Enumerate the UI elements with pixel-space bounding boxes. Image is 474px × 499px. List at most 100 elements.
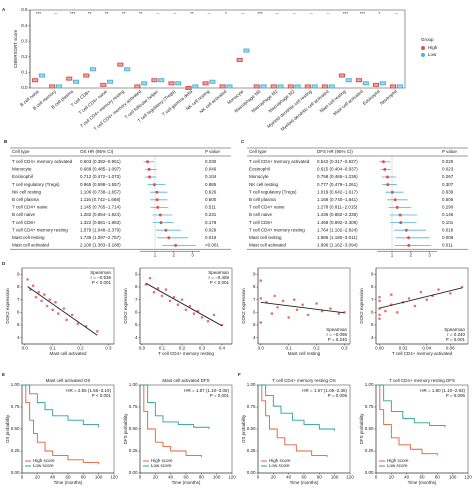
point xyxy=(192,312,196,315)
x-tick-label: 80 xyxy=(81,475,87,480)
group-box xyxy=(362,81,369,86)
x-tick-label: 100 xyxy=(95,475,103,480)
hr-point xyxy=(159,221,163,225)
p-value: <0.001 xyxy=(205,243,219,248)
y-tick-label: 0.75 xyxy=(365,404,374,409)
header: Cell type xyxy=(249,149,267,154)
significance-label: -- xyxy=(276,11,279,16)
legend-label: High score xyxy=(151,458,173,463)
cell-type: B cell naive xyxy=(12,212,36,217)
cell-type: T cell CD4+ memory resting xyxy=(12,227,68,232)
x-tick-label: 2 xyxy=(172,252,175,257)
group-box xyxy=(72,79,80,84)
survival-curve xyxy=(140,384,210,429)
significance-label: -- xyxy=(310,11,313,16)
point xyxy=(259,279,263,282)
hr-label: 1.282 (0.854−1.924) xyxy=(80,212,121,217)
point xyxy=(168,299,172,303)
x-tick-label: 0 xyxy=(21,475,24,480)
y-tick-label: 7 xyxy=(371,297,374,302)
y-tick-label: 0.25 xyxy=(129,448,138,453)
x-tick-label: 3 xyxy=(428,252,431,257)
p-value: 0.025 xyxy=(442,159,454,164)
x-tick-label: 0.3 xyxy=(199,346,206,351)
hr-label: 0.615 (0.404−0.937) xyxy=(317,167,358,172)
p-value: 0.290 xyxy=(442,205,454,210)
x-tick-label: 0.1 xyxy=(159,346,166,351)
x-axis-label: T cell CD4+ memory resting xyxy=(158,351,214,356)
annotation: P = 0.005 xyxy=(328,393,348,398)
y-axis-label: DOK2 expression xyxy=(241,288,246,324)
cell-type: B cell naive xyxy=(249,212,273,217)
x-tick-label: 60 xyxy=(183,475,189,480)
x-axis-label: Time (months) xyxy=(54,480,83,485)
legend-label: High xyxy=(428,45,438,50)
group-box xyxy=(202,81,209,86)
group-box xyxy=(390,84,397,89)
point xyxy=(43,293,46,296)
y-axis-label: CIBERSORT score xyxy=(13,29,18,68)
p-value: 0.146 xyxy=(442,212,454,217)
point xyxy=(156,286,160,290)
point xyxy=(160,294,164,298)
group-box xyxy=(134,84,141,89)
point xyxy=(259,297,263,300)
y-tick-label: 0.00 xyxy=(365,470,374,475)
group-box xyxy=(294,84,301,89)
point xyxy=(384,309,387,313)
x-tick-label: 0 xyxy=(139,475,142,480)
y-tick-label: 1.00 xyxy=(11,382,20,387)
group-box xyxy=(379,81,386,86)
point xyxy=(276,305,279,309)
point xyxy=(40,299,43,303)
cell-type: Monocyte xyxy=(12,167,32,172)
chart-title: Mast cell activated OS xyxy=(46,378,91,383)
point xyxy=(337,312,341,315)
x-tick-label: 0.4 xyxy=(219,346,226,351)
y-tick-label: 0.50 xyxy=(365,426,374,431)
group-box xyxy=(338,73,345,78)
hr-label: 1.764 (1.102−2.824) xyxy=(317,227,358,232)
trend-line xyxy=(145,282,223,327)
p-value: 0.019 xyxy=(205,235,217,240)
hr-point xyxy=(147,167,151,171)
group-box xyxy=(260,84,267,89)
significance-label: -- xyxy=(327,11,330,16)
y-tick-label: 4 xyxy=(371,335,374,340)
x-tick-label: 0.00 xyxy=(375,346,384,351)
panel-letter: F xyxy=(238,372,241,377)
annotation: r = −0.459 xyxy=(208,275,229,280)
point xyxy=(425,298,429,301)
x-tick-label: 2 xyxy=(409,252,412,257)
point xyxy=(164,288,168,291)
group-box xyxy=(396,84,403,89)
group-box xyxy=(124,67,131,72)
legend-label: Low score xyxy=(33,463,54,468)
x-tick-label: 0.3 xyxy=(341,346,348,351)
x-tick-label: 0.1 xyxy=(286,346,293,351)
legend-title: Group xyxy=(421,37,434,42)
point xyxy=(407,297,411,300)
y-tick-label: 4 xyxy=(135,335,138,340)
group-box xyxy=(311,84,318,89)
hr-label: 1.739 (1.097−2.757) xyxy=(80,235,121,240)
cell-type: B cell plasma xyxy=(12,197,39,202)
group-box xyxy=(287,84,294,89)
annotation: P < 0.001 xyxy=(92,280,112,285)
significance-label: -- xyxy=(54,11,57,16)
significance-label: ** xyxy=(190,11,194,16)
trend-line xyxy=(379,287,463,309)
y-tick-label: 7 xyxy=(17,297,20,302)
x-tick-label: 80 xyxy=(435,475,441,480)
survival-curve xyxy=(140,384,202,458)
hr-point xyxy=(156,205,160,209)
significance-label: -- xyxy=(207,11,210,16)
p-value: 0.178 xyxy=(205,220,217,225)
significance-label: -- xyxy=(173,11,176,16)
trend-line xyxy=(27,286,98,336)
cell-type: Mast cell resting xyxy=(12,235,45,240)
point xyxy=(95,330,99,333)
annotation: r = 0.240 xyxy=(447,332,465,337)
significance-label: -- xyxy=(242,11,245,16)
y-tick-label: 6 xyxy=(17,310,20,315)
